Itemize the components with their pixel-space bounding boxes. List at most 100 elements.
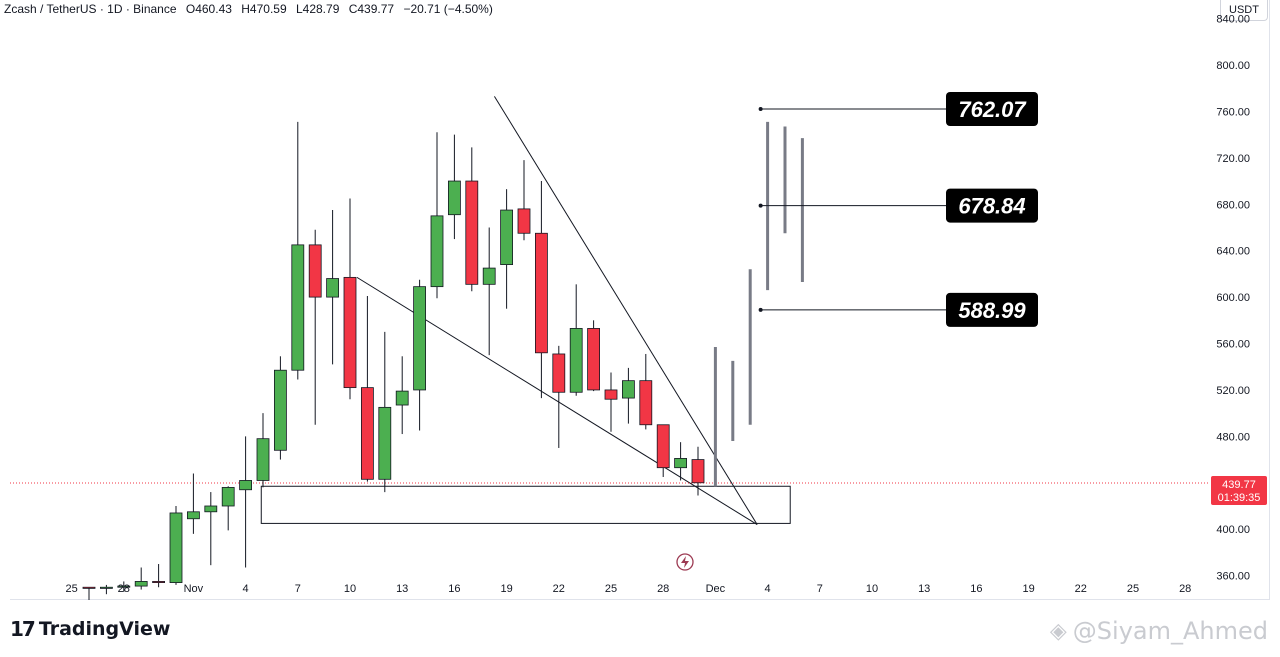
time-axis-label: 16	[448, 583, 460, 595]
candle-body[interactable]	[604, 389, 618, 400]
price-axis-label: 400.00	[1216, 524, 1250, 536]
target-label-box[interactable]	[946, 292, 1038, 327]
time-axis-label: 28	[657, 583, 669, 595]
candle-body[interactable]	[691, 459, 705, 484]
candle-body[interactable]	[587, 328, 600, 391]
price-axis-label: 560.00	[1216, 339, 1250, 351]
candle-body[interactable]	[186, 511, 200, 520]
candle-body[interactable]	[482, 267, 496, 285]
watermark: ◈ @Siyam_Ahmed	[1050, 617, 1268, 645]
target-label-box[interactable]	[946, 188, 1038, 223]
watermark-text: @Siyam_Ahmed	[1072, 617, 1268, 645]
candle-body[interactable]	[622, 380, 635, 399]
price-axis-label: 360.00	[1216, 571, 1250, 583]
targets-layer: 762.07 678.84 588.99	[758, 92, 1038, 327]
target-label-box[interactable]	[946, 92, 1038, 127]
price-axis-label: 720.00	[1216, 153, 1250, 165]
time-axis-label: 28	[1179, 583, 1191, 595]
time-axis-label: 22	[1075, 583, 1087, 595]
tradingview-logo-text: TradingView	[38, 618, 171, 640]
candle-body[interactable]	[639, 380, 653, 426]
last-price-label-box	[1211, 476, 1267, 506]
candle-body[interactable]	[100, 586, 113, 589]
candle-body[interactable]	[239, 480, 253, 491]
candle-body[interactable]	[430, 215, 444, 288]
candle-body[interactable]	[82, 586, 96, 589]
time-axis-label: 13	[918, 583, 930, 595]
upper-trendline[interactable]	[493, 96, 758, 525]
tradingview-logo[interactable]: 17 TradingView	[10, 617, 170, 641]
time-axis-label: 10	[866, 583, 878, 595]
candle-body[interactable]	[256, 438, 270, 481]
candle-body[interactable]	[117, 585, 131, 588]
candle-body[interactable]	[656, 424, 670, 469]
candle-body[interactable]	[500, 209, 514, 266]
event-icon-layer	[676, 553, 694, 571]
candle-body[interactable]	[674, 458, 687, 469]
candle-body[interactable]	[378, 406, 392, 480]
flash-event-icon-glyph	[681, 556, 689, 568]
candle-body[interactable]	[465, 180, 479, 285]
symbol-legend[interactable]: Zcash / TetherUS · 1D · Binance O460.43 …	[4, 2, 499, 16]
price-change: −20.71 (−4.50%)	[403, 2, 493, 16]
target-anchor-dot	[758, 203, 763, 208]
time-axis-label: 16	[970, 583, 982, 595]
candle-body[interactable]	[152, 581, 166, 583]
candle-body[interactable]	[395, 390, 409, 406]
target-label: 588.99	[958, 298, 1026, 323]
support-zone-layer	[260, 485, 791, 524]
candle-body[interactable]	[413, 286, 427, 391]
chart-frame	[10, 0, 1270, 600]
tradingview-logo-icon: 17	[10, 617, 36, 641]
price-axis-label: 840.00	[1216, 14, 1250, 26]
target-anchor-dot	[758, 307, 763, 312]
time-axis-label: 13	[396, 583, 408, 595]
price-axis: 360.00400.00440.00480.00520.00560.00600.…	[1216, 14, 1250, 583]
ohlc-high: H470.59	[241, 2, 287, 16]
candle-body[interactable]	[273, 369, 287, 451]
candle-body[interactable]	[447, 180, 461, 216]
price-axis-label: 760.00	[1216, 106, 1250, 118]
price-axis-label: 800.00	[1216, 60, 1250, 72]
candle-body[interactable]	[326, 278, 340, 298]
time-axis-label: 4	[243, 583, 249, 595]
time-axis-label: 22	[553, 583, 565, 595]
time-axis-label: Dec	[706, 583, 726, 595]
candle-body[interactable]	[221, 487, 235, 507]
candle-body[interactable]	[291, 244, 305, 371]
target-label: 678.84	[958, 194, 1025, 219]
candle-body[interactable]	[360, 387, 374, 480]
price-axis-label: 520.00	[1216, 385, 1250, 397]
projection-layer	[713, 121, 804, 487]
time-axis-label: 7	[817, 583, 823, 595]
time-axis-label: 25	[1127, 583, 1139, 595]
target-label: 762.07	[958, 97, 1027, 122]
support-zone-rect[interactable]	[260, 485, 791, 524]
last-price-label: 439.77	[1222, 479, 1256, 491]
candle-body[interactable]	[169, 512, 183, 583]
candle-body[interactable]	[308, 244, 322, 298]
time-axis-label: 25	[65, 583, 77, 595]
time-axis-label: 19	[1022, 583, 1034, 595]
price-axis-label: 600.00	[1216, 292, 1250, 304]
candle-body[interactable]	[535, 232, 548, 354]
candles-layer	[82, 121, 705, 600]
time-axis-label: 10	[344, 583, 356, 595]
candle-body[interactable]	[343, 276, 357, 389]
currency-selector[interactable]: USDT	[1220, 0, 1268, 21]
candle-body[interactable]	[552, 353, 566, 393]
candle-body[interactable]	[517, 208, 531, 234]
ohlc-open: O460.43	[185, 2, 232, 16]
ohlc-low: L428.79	[295, 2, 340, 16]
price-axis-label: 640.00	[1216, 246, 1250, 258]
ohlc-close: C439.77	[348, 2, 395, 16]
candle-body[interactable]	[134, 581, 148, 587]
symbol-title[interactable]: Zcash / TetherUS · 1D · Binance	[4, 2, 177, 16]
price-axis-label: 480.00	[1216, 431, 1250, 443]
time-axis-label: 4	[765, 583, 771, 595]
time-axis-label: 7	[295, 583, 301, 595]
bar-close-countdown: 01:39:35	[1218, 492, 1261, 504]
candle-body[interactable]	[204, 505, 218, 513]
candle-body[interactable]	[569, 328, 583, 393]
